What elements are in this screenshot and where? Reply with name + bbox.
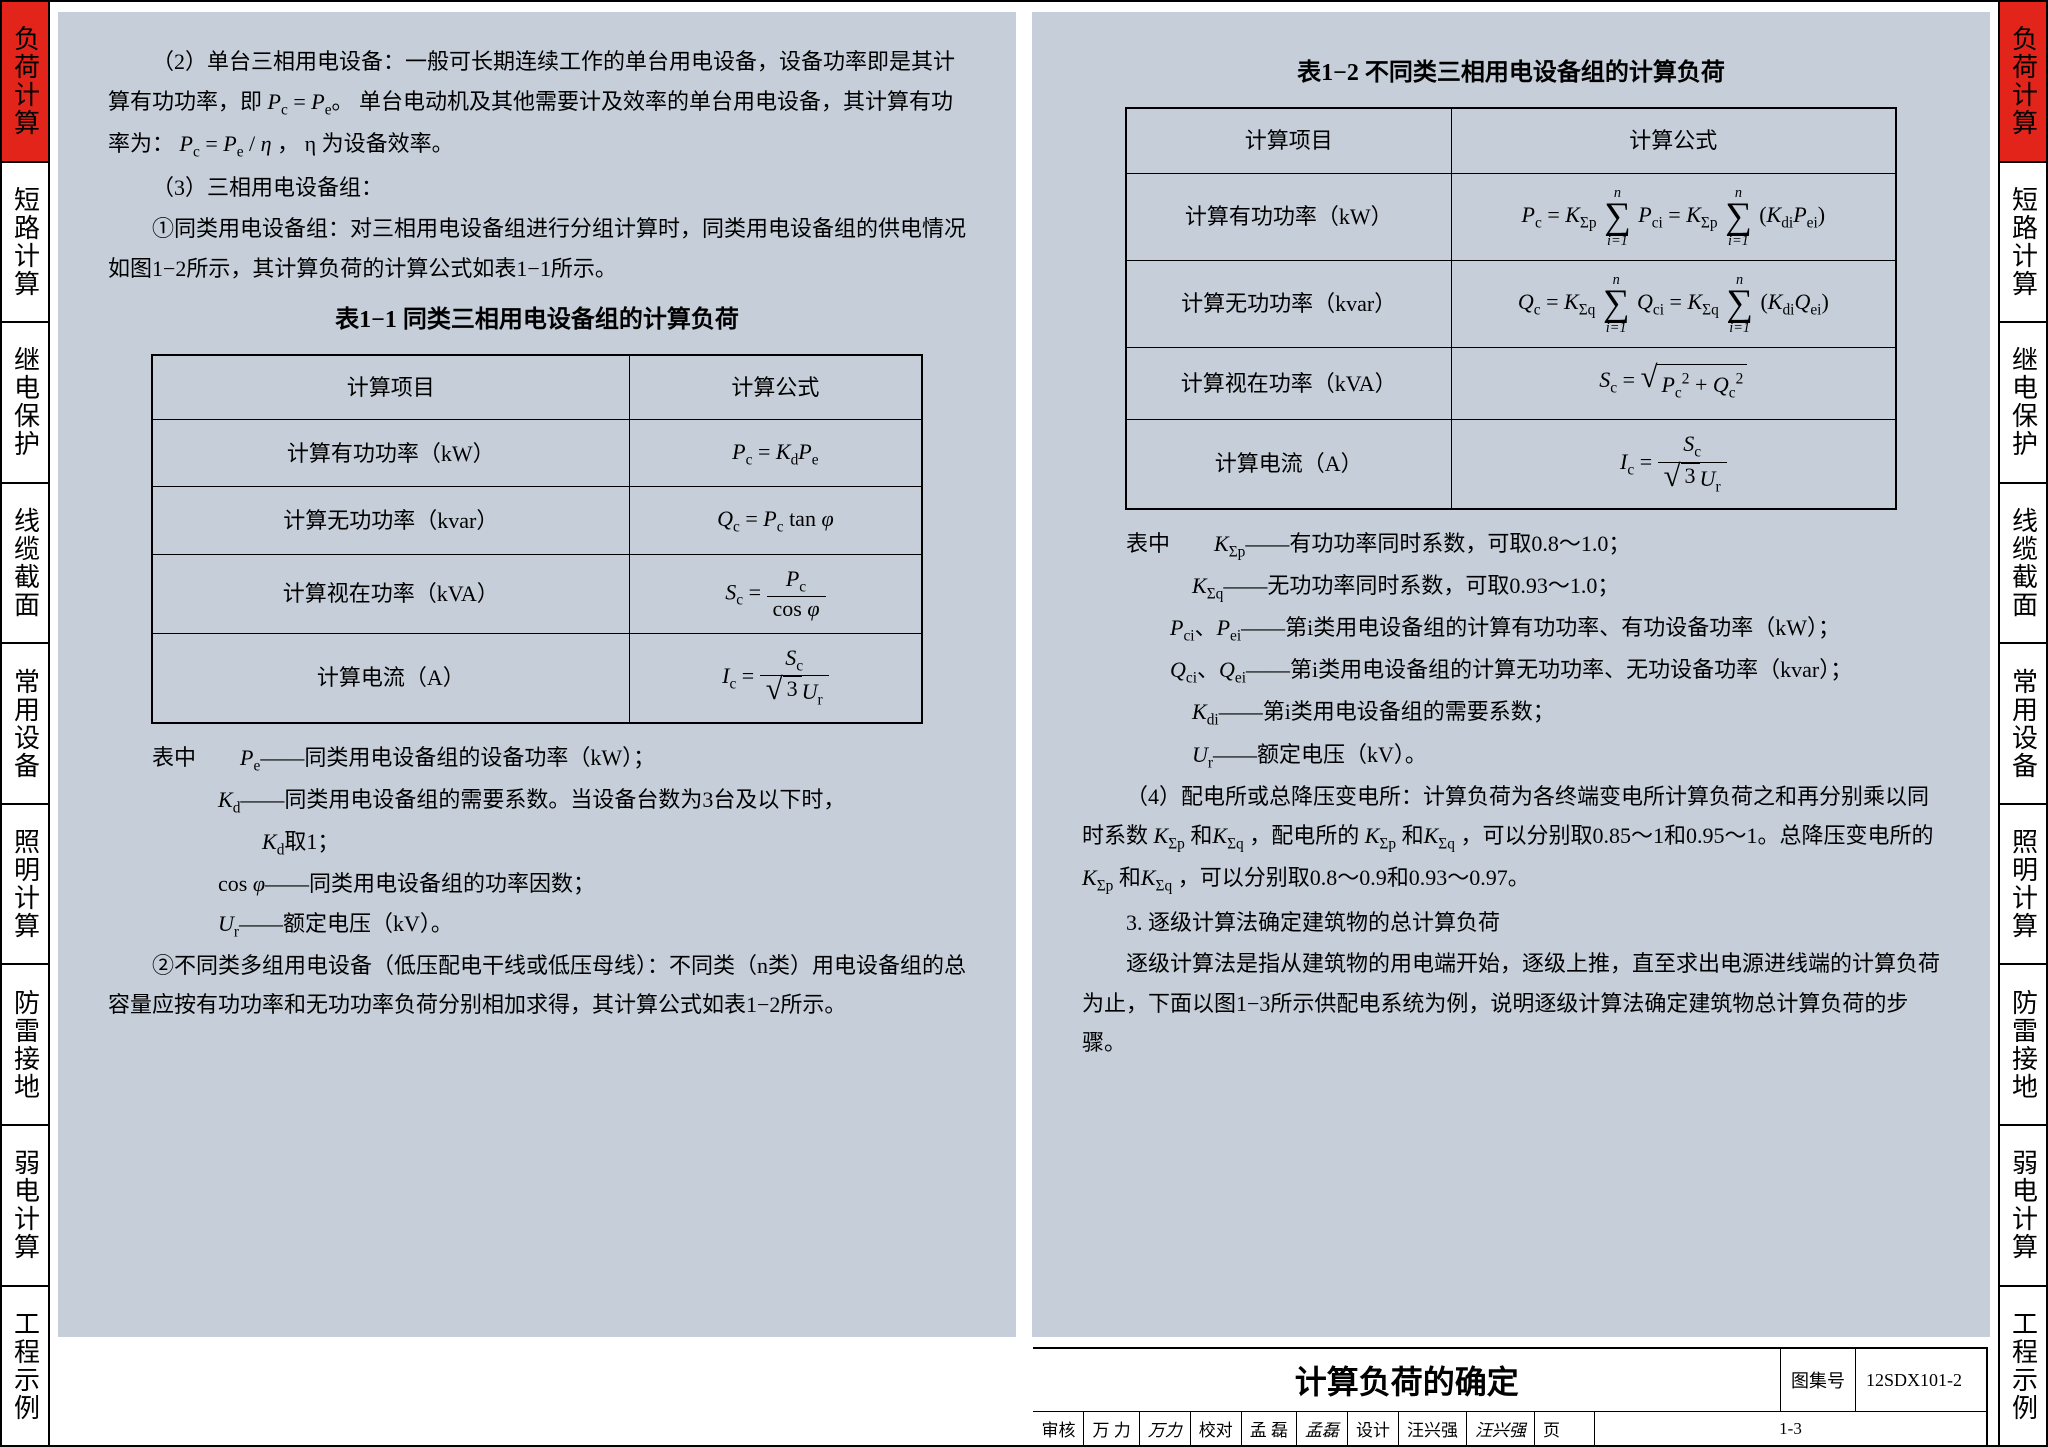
tab-lowvoltage-r[interactable]: 弱电计算 bbox=[2000, 1126, 2046, 1287]
review-signature: 万力 bbox=[1140, 1412, 1191, 1445]
cell: Sc = √Pc2 + Qc2 bbox=[1451, 348, 1896, 420]
tab-lightning[interactable]: 防雷接地 bbox=[2, 965, 48, 1126]
cell: Sc = Pccos φ bbox=[629, 554, 922, 634]
col-formula: 计算公式 bbox=[629, 355, 922, 420]
check-name: 孟 磊 bbox=[1242, 1412, 1297, 1445]
page-number: 1-3 bbox=[1595, 1412, 1986, 1445]
tab-relay[interactable]: 继电保护 bbox=[2, 323, 48, 484]
design-label: 设计 bbox=[1348, 1412, 1399, 1445]
para: 逐级计算法是指从建筑物的用电端开始，逐级上推，直至求出电源进线端的计算负荷为止，… bbox=[1082, 944, 1940, 1063]
tab-load-calc[interactable]: 负荷计算 bbox=[2, 2, 48, 163]
tab-equipment-r[interactable]: 常用设备 bbox=[2000, 644, 2046, 805]
cell: 计算电流（A） bbox=[152, 634, 629, 723]
tab-cable-r[interactable]: 线缆截面 bbox=[2000, 484, 2046, 645]
title-block: 计算负荷的确定 图集号 12SDX101-2 审核 万 力 万力 校对 孟 磊 … bbox=[1033, 1347, 1988, 1445]
tab-load-calc-r[interactable]: 负荷计算 bbox=[2000, 2, 2046, 163]
tab-lighting[interactable]: 照明计算 bbox=[2, 805, 48, 966]
tab-lighting-r[interactable]: 照明计算 bbox=[2000, 805, 2046, 966]
left-panel: （2）单台三相用电设备：一般可长期连续工作的单台用电设备，设备功率即是其计算有功… bbox=[58, 12, 1016, 1337]
para: （3）三相用电设备组： bbox=[108, 168, 966, 208]
table-1-2: 计算项目 计算公式 计算有功功率（kW） Pc = KΣp n∑i=1 Pci … bbox=[1125, 107, 1897, 510]
table-caption-1-1: 表1−1 同类三相用电设备组的计算负荷 bbox=[108, 299, 966, 342]
para: ②不同类多组用电设备（低压配电干线或低压母线）：不同类（n类）用电设备组的总容量… bbox=[108, 946, 966, 1025]
series-label: 图集号 bbox=[1781, 1349, 1856, 1411]
cell: Pc = KdPe bbox=[629, 420, 922, 487]
cell: 计算无功功率（kvar） bbox=[1126, 261, 1451, 348]
cell: 计算无功功率（kvar） bbox=[152, 487, 629, 554]
review-label: 审核 bbox=[1033, 1412, 1084, 1445]
cell: 计算有功功率（kW） bbox=[1126, 173, 1451, 260]
cell: 计算视在功率（kVA） bbox=[1126, 348, 1451, 420]
cell: 计算视在功率（kVA） bbox=[152, 554, 629, 634]
cell: 计算电流（A） bbox=[1126, 420, 1451, 509]
page-label: 页 bbox=[1535, 1412, 1595, 1445]
para: （4）配电所或总降压变电所：计算负荷为各终端变电所计算负荷之和再分别乘以同时系数… bbox=[1082, 777, 1940, 901]
cell: Qc = KΣq n∑i=1 Qci = KΣq n∑i=1 (KdiQei) bbox=[1451, 261, 1896, 348]
definitions-right: 表中 KΣp——有功功率同时系数，可取0.8～1.0； KΣq——无功功率同时系… bbox=[1082, 524, 1940, 777]
review-name: 万 力 bbox=[1084, 1412, 1139, 1445]
tab-example-r[interactable]: 工程示例 bbox=[2000, 1287, 2046, 1446]
tab-example[interactable]: 工程示例 bbox=[2, 1287, 48, 1446]
table-caption-1-2: 表1−2 不同类三相用电设备组的计算负荷 bbox=[1082, 52, 1940, 95]
check-signature: 孟磊 bbox=[1297, 1412, 1348, 1445]
tab-relay-r[interactable]: 继电保护 bbox=[2000, 323, 2046, 484]
tab-short-circuit-r[interactable]: 短路计算 bbox=[2000, 163, 2046, 324]
tab-lowvoltage[interactable]: 弱电计算 bbox=[2, 1126, 48, 1287]
main-content: （2）单台三相用电设备：一般可长期连续工作的单台用电设备，设备功率即是其计算有功… bbox=[50, 0, 1998, 1447]
design-name: 汪兴强 bbox=[1399, 1412, 1467, 1445]
series-number: 12SDX101-2 bbox=[1856, 1349, 1986, 1411]
tab-lightning-r[interactable]: 防雷接地 bbox=[2000, 965, 2046, 1126]
cell: 计算有功功率（kW） bbox=[152, 420, 629, 487]
para: ①同类用电设备组：对三相用电设备组进行分组计算时，同类用电设备组的供电情况如图1… bbox=[108, 209, 966, 288]
tab-equipment[interactable]: 常用设备 bbox=[2, 644, 48, 805]
drawing-title: 计算负荷的确定 bbox=[1033, 1349, 1781, 1411]
cell: Qc = Pc tan φ bbox=[629, 487, 922, 554]
left-tabs: 负荷计算 短路计算 继电保护 线缆截面 常用设备 照明计算 防雷接地 弱电计算 … bbox=[0, 0, 50, 1447]
cell: Pc = KΣp n∑i=1 Pci = KΣp n∑i=1 (KdiPei) bbox=[1451, 173, 1896, 260]
design-signature: 汪兴强 bbox=[1467, 1412, 1535, 1445]
right-panel: 表1−2 不同类三相用电设备组的计算负荷 计算项目 计算公式 计算有功功率（kW… bbox=[1032, 12, 1990, 1337]
tab-short-circuit[interactable]: 短路计算 bbox=[2, 163, 48, 324]
cell: Ic = Sc√3Ur bbox=[629, 634, 922, 723]
col-formula: 计算公式 bbox=[1451, 108, 1896, 173]
table-1-1: 计算项目 计算公式 计算有功功率（kW） Pc = KdPe 计算无功功率（kv… bbox=[151, 354, 923, 724]
col-item: 计算项目 bbox=[1126, 108, 1451, 173]
tab-cable[interactable]: 线缆截面 bbox=[2, 484, 48, 645]
check-label: 校对 bbox=[1191, 1412, 1242, 1445]
definitions-left: 表中 Pe——同类用电设备组的设备功率（kW）； Kd——同类用电设备组的需要系… bbox=[108, 738, 966, 946]
para: （2）单台三相用电设备：一般可长期连续工作的单台用电设备，设备功率即是其计算有功… bbox=[108, 42, 966, 166]
cell: Ic = Sc√3Ur bbox=[1451, 420, 1896, 509]
right-tabs: 负荷计算 短路计算 继电保护 线缆截面 常用设备 照明计算 防雷接地 弱电计算 … bbox=[1998, 0, 2048, 1447]
para: 3. 逐级计算法确定建筑物的总计算负荷 bbox=[1082, 903, 1940, 943]
col-item: 计算项目 bbox=[152, 355, 629, 420]
